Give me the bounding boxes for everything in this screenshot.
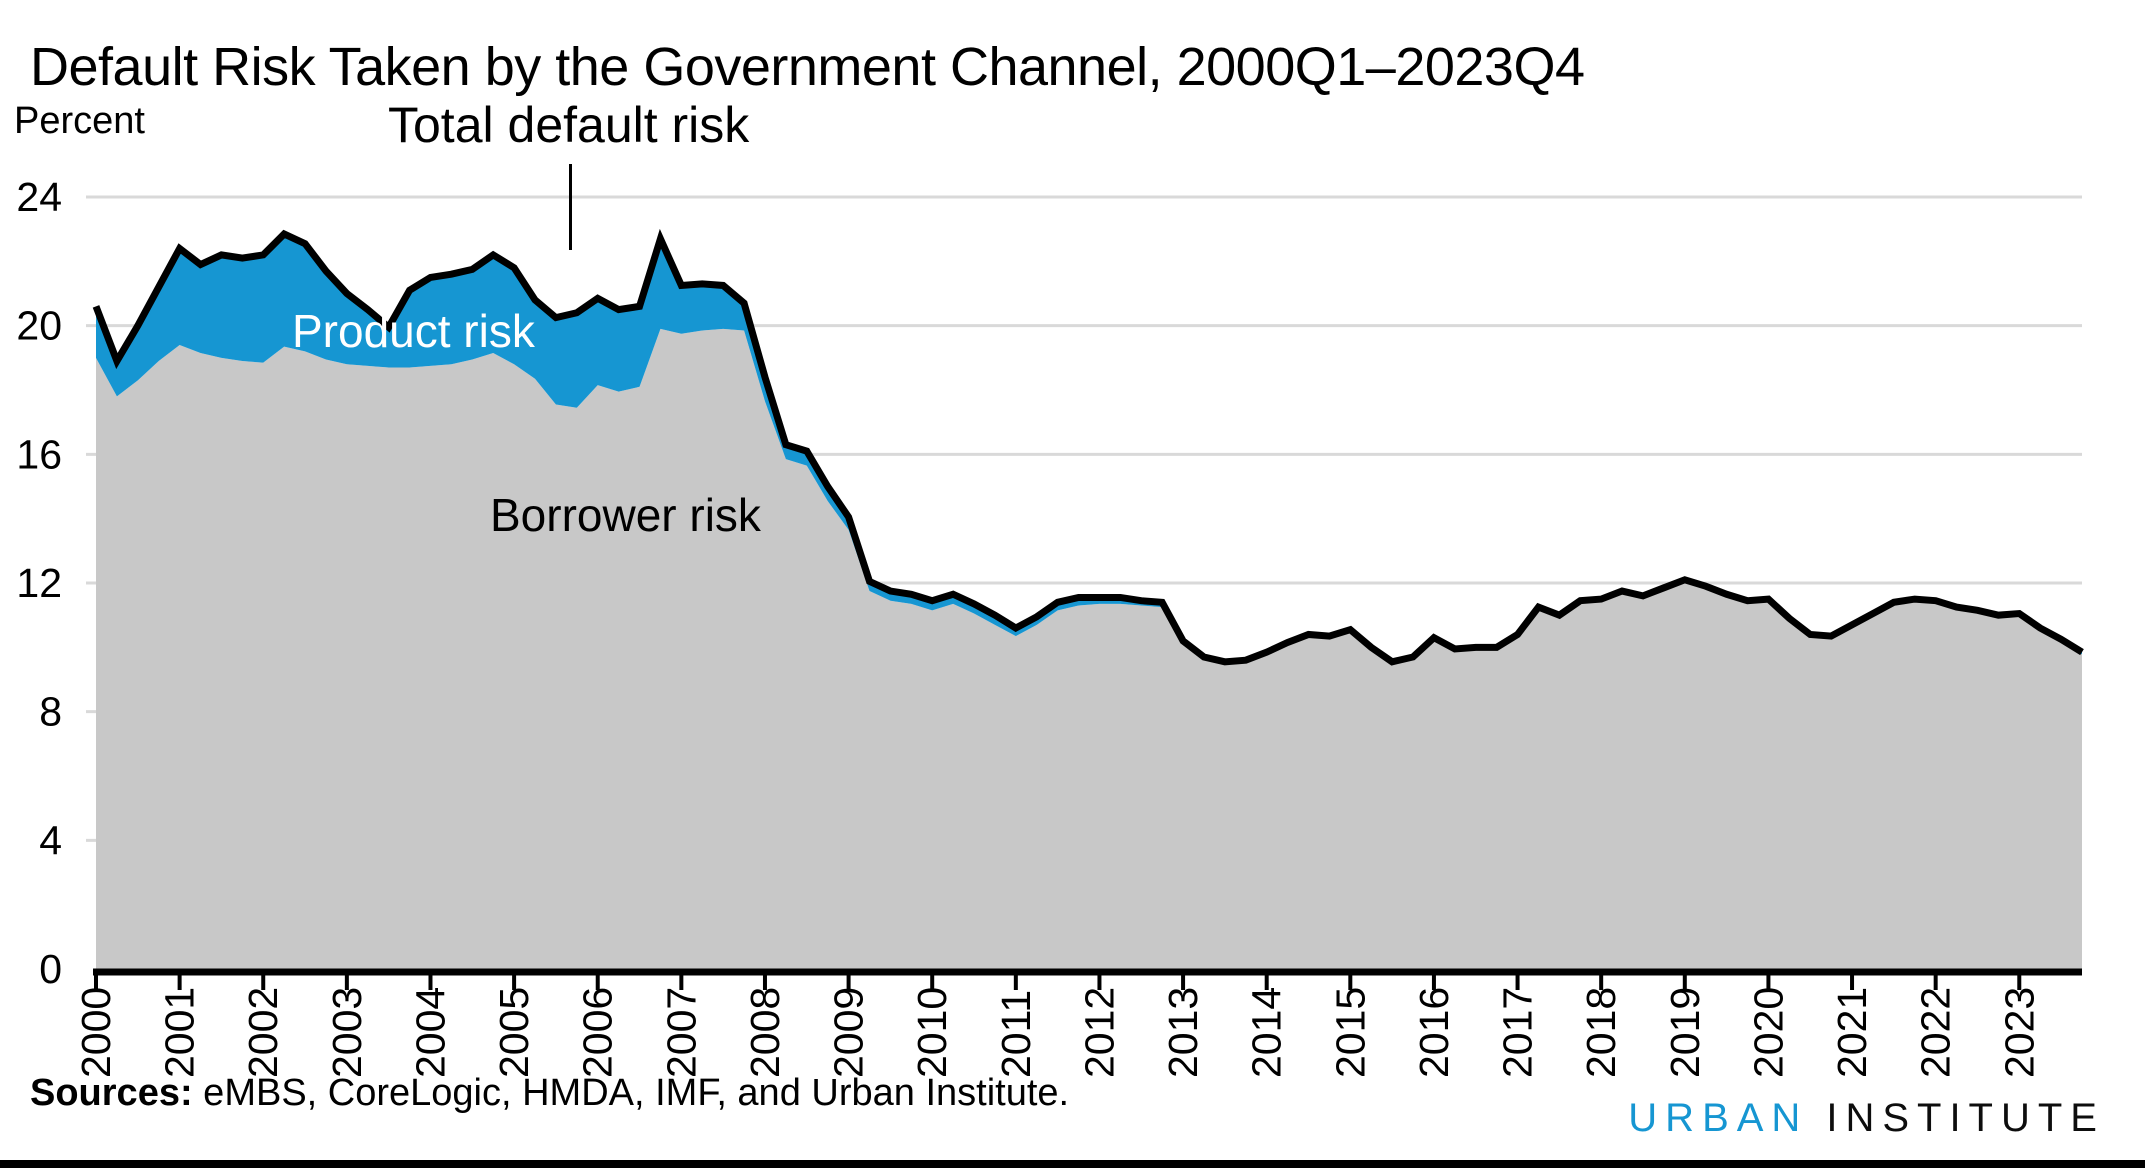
x-tick-label-2014: 2014	[1244, 987, 1290, 1078]
x-tick-label-2004: 2004	[407, 987, 453, 1078]
x-tick-label-2019: 2019	[1662, 987, 1708, 1078]
x-tick-label-2020: 2020	[1745, 987, 1791, 1078]
x-tick-label-2008: 2008	[742, 987, 788, 1078]
chart-title: Default Risk Taken by the Government Cha…	[30, 37, 1585, 97]
sources-note: Sources: eMBS, CoreLogic, HMDA, IMF, and…	[30, 1072, 1069, 1115]
sources-prefix: Sources:	[30, 1072, 193, 1114]
y-tick-label-16: 16	[16, 431, 62, 477]
x-tick-label-2001: 2001	[157, 987, 203, 1078]
x-tick-label-2010: 2010	[909, 987, 955, 1078]
x-tick-label-2015: 2015	[1327, 987, 1373, 1078]
logo-word-institute: INSTITUTE	[1826, 1096, 2105, 1140]
y-tick-label-12: 12	[16, 560, 62, 606]
y-tick-label-24: 24	[16, 174, 62, 220]
total-default-risk-annotation: Total default risk	[388, 97, 750, 153]
x-tick-label-2022: 2022	[1913, 987, 1959, 1078]
y-tick-label-8: 8	[39, 689, 62, 735]
x-tick-label-2002: 2002	[240, 987, 286, 1078]
x-tick-label-2016: 2016	[1411, 987, 1457, 1078]
x-tick-label-2012: 2012	[1076, 987, 1122, 1078]
x-tick-label-2006: 2006	[575, 987, 621, 1078]
y-axis-unit-label: Percent	[14, 100, 145, 142]
logo-word-urban: URBAN	[1628, 1096, 1809, 1140]
y-tick-label-20: 20	[16, 303, 62, 349]
x-tick-label-2000: 2000	[73, 987, 119, 1078]
total-default-risk-line	[92, 228, 2084, 666]
urban-institute-logo: URBAN INSTITUTE	[1628, 1096, 2105, 1141]
x-tick-label-2017: 2017	[1495, 987, 1541, 1078]
product-risk-area	[96, 233, 2082, 666]
borrower-risk-area-label: Borrower risk	[490, 489, 761, 541]
annotation-callout-line	[569, 164, 572, 250]
x-tick-label-2011: 2011	[993, 990, 1039, 1078]
bottom-rule-bar	[0, 1160, 2145, 1168]
sources-text: eMBS, CoreLogic, HMDA, IMF, and Urban In…	[192, 1072, 1070, 1114]
x-tick-label-2009: 2009	[826, 987, 872, 1078]
y-tick-label-4: 4	[39, 817, 62, 863]
x-tick-label-2005: 2005	[491, 987, 537, 1078]
x-tick-label-2021: 2021	[1829, 987, 1875, 1078]
x-tick-label-2018: 2018	[1578, 987, 1624, 1078]
product-risk-area-label: Product risk	[292, 305, 535, 357]
y-tick-label-0: 0	[39, 946, 62, 992]
x-tick-label-2007: 2007	[658, 987, 704, 1078]
x-tick-label-2023: 2023	[1996, 987, 2042, 1078]
x-tick-label-2013: 2013	[1160, 987, 1206, 1078]
x-tick-label-2003: 2003	[324, 987, 370, 1078]
borrower-risk-area	[96, 328, 2082, 970]
